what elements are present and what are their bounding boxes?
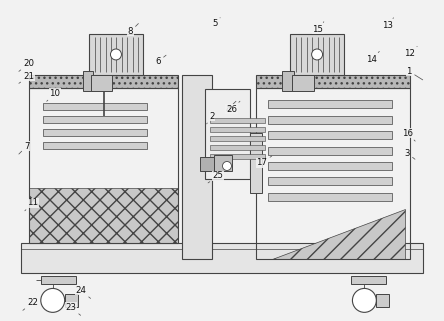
Text: 22: 22 [23, 298, 38, 310]
Bar [210, 135, 265, 141]
Text: 23: 23 [65, 303, 81, 315]
Bar [205, 89, 250, 179]
Text: 10: 10 [47, 89, 60, 101]
Circle shape [222, 161, 231, 170]
Bar [65, 294, 78, 308]
Bar [352, 275, 386, 284]
Text: 4: 4 [225, 101, 236, 114]
Bar [250, 133, 262, 193]
Text: 8: 8 [127, 23, 139, 36]
Bar [256, 75, 410, 88]
Text: 3: 3 [404, 149, 415, 159]
Bar [292, 75, 313, 91]
Bar [210, 127, 265, 132]
Bar [282, 71, 293, 91]
Text: 24: 24 [75, 286, 91, 299]
Bar [210, 153, 265, 159]
Bar [43, 129, 147, 136]
Bar [268, 116, 392, 124]
Text: 26: 26 [226, 101, 240, 114]
Text: 20: 20 [19, 59, 34, 71]
Bar [268, 178, 392, 186]
Bar [43, 142, 147, 149]
Text: 12: 12 [404, 47, 417, 58]
Bar [268, 131, 392, 139]
Text: 17: 17 [256, 156, 272, 168]
Bar [91, 75, 112, 91]
Bar [256, 88, 410, 259]
Bar [182, 75, 212, 259]
Bar [43, 116, 147, 123]
Text: 1: 1 [406, 67, 423, 80]
Polygon shape [272, 209, 405, 259]
Text: 14: 14 [366, 51, 379, 64]
Circle shape [353, 289, 377, 312]
Bar [43, 103, 147, 110]
Bar [29, 188, 178, 243]
Text: 16: 16 [402, 129, 415, 141]
Bar [268, 147, 392, 154]
Text: 2: 2 [206, 112, 215, 124]
Bar [210, 118, 265, 123]
Text: 6: 6 [155, 55, 166, 66]
Text: 5: 5 [212, 18, 220, 28]
Bar [29, 88, 178, 243]
Text: 25: 25 [208, 171, 223, 183]
Text: 15: 15 [312, 22, 324, 34]
Circle shape [111, 49, 122, 60]
Bar [21, 243, 423, 273]
Bar [289, 34, 345, 75]
Bar [41, 275, 75, 284]
Bar [268, 193, 392, 201]
Text: 21: 21 [19, 72, 34, 83]
Bar [377, 294, 389, 308]
Circle shape [312, 49, 322, 60]
Text: 13: 13 [382, 18, 393, 30]
Bar [83, 71, 92, 91]
Bar [29, 75, 178, 88]
Text: 11: 11 [25, 198, 38, 211]
Bar [268, 162, 392, 170]
Circle shape [41, 289, 65, 312]
Bar [210, 144, 265, 150]
Text: 7: 7 [19, 142, 30, 154]
Bar [89, 34, 143, 75]
Bar [214, 155, 232, 171]
Bar [200, 157, 214, 171]
Bar [268, 100, 392, 108]
